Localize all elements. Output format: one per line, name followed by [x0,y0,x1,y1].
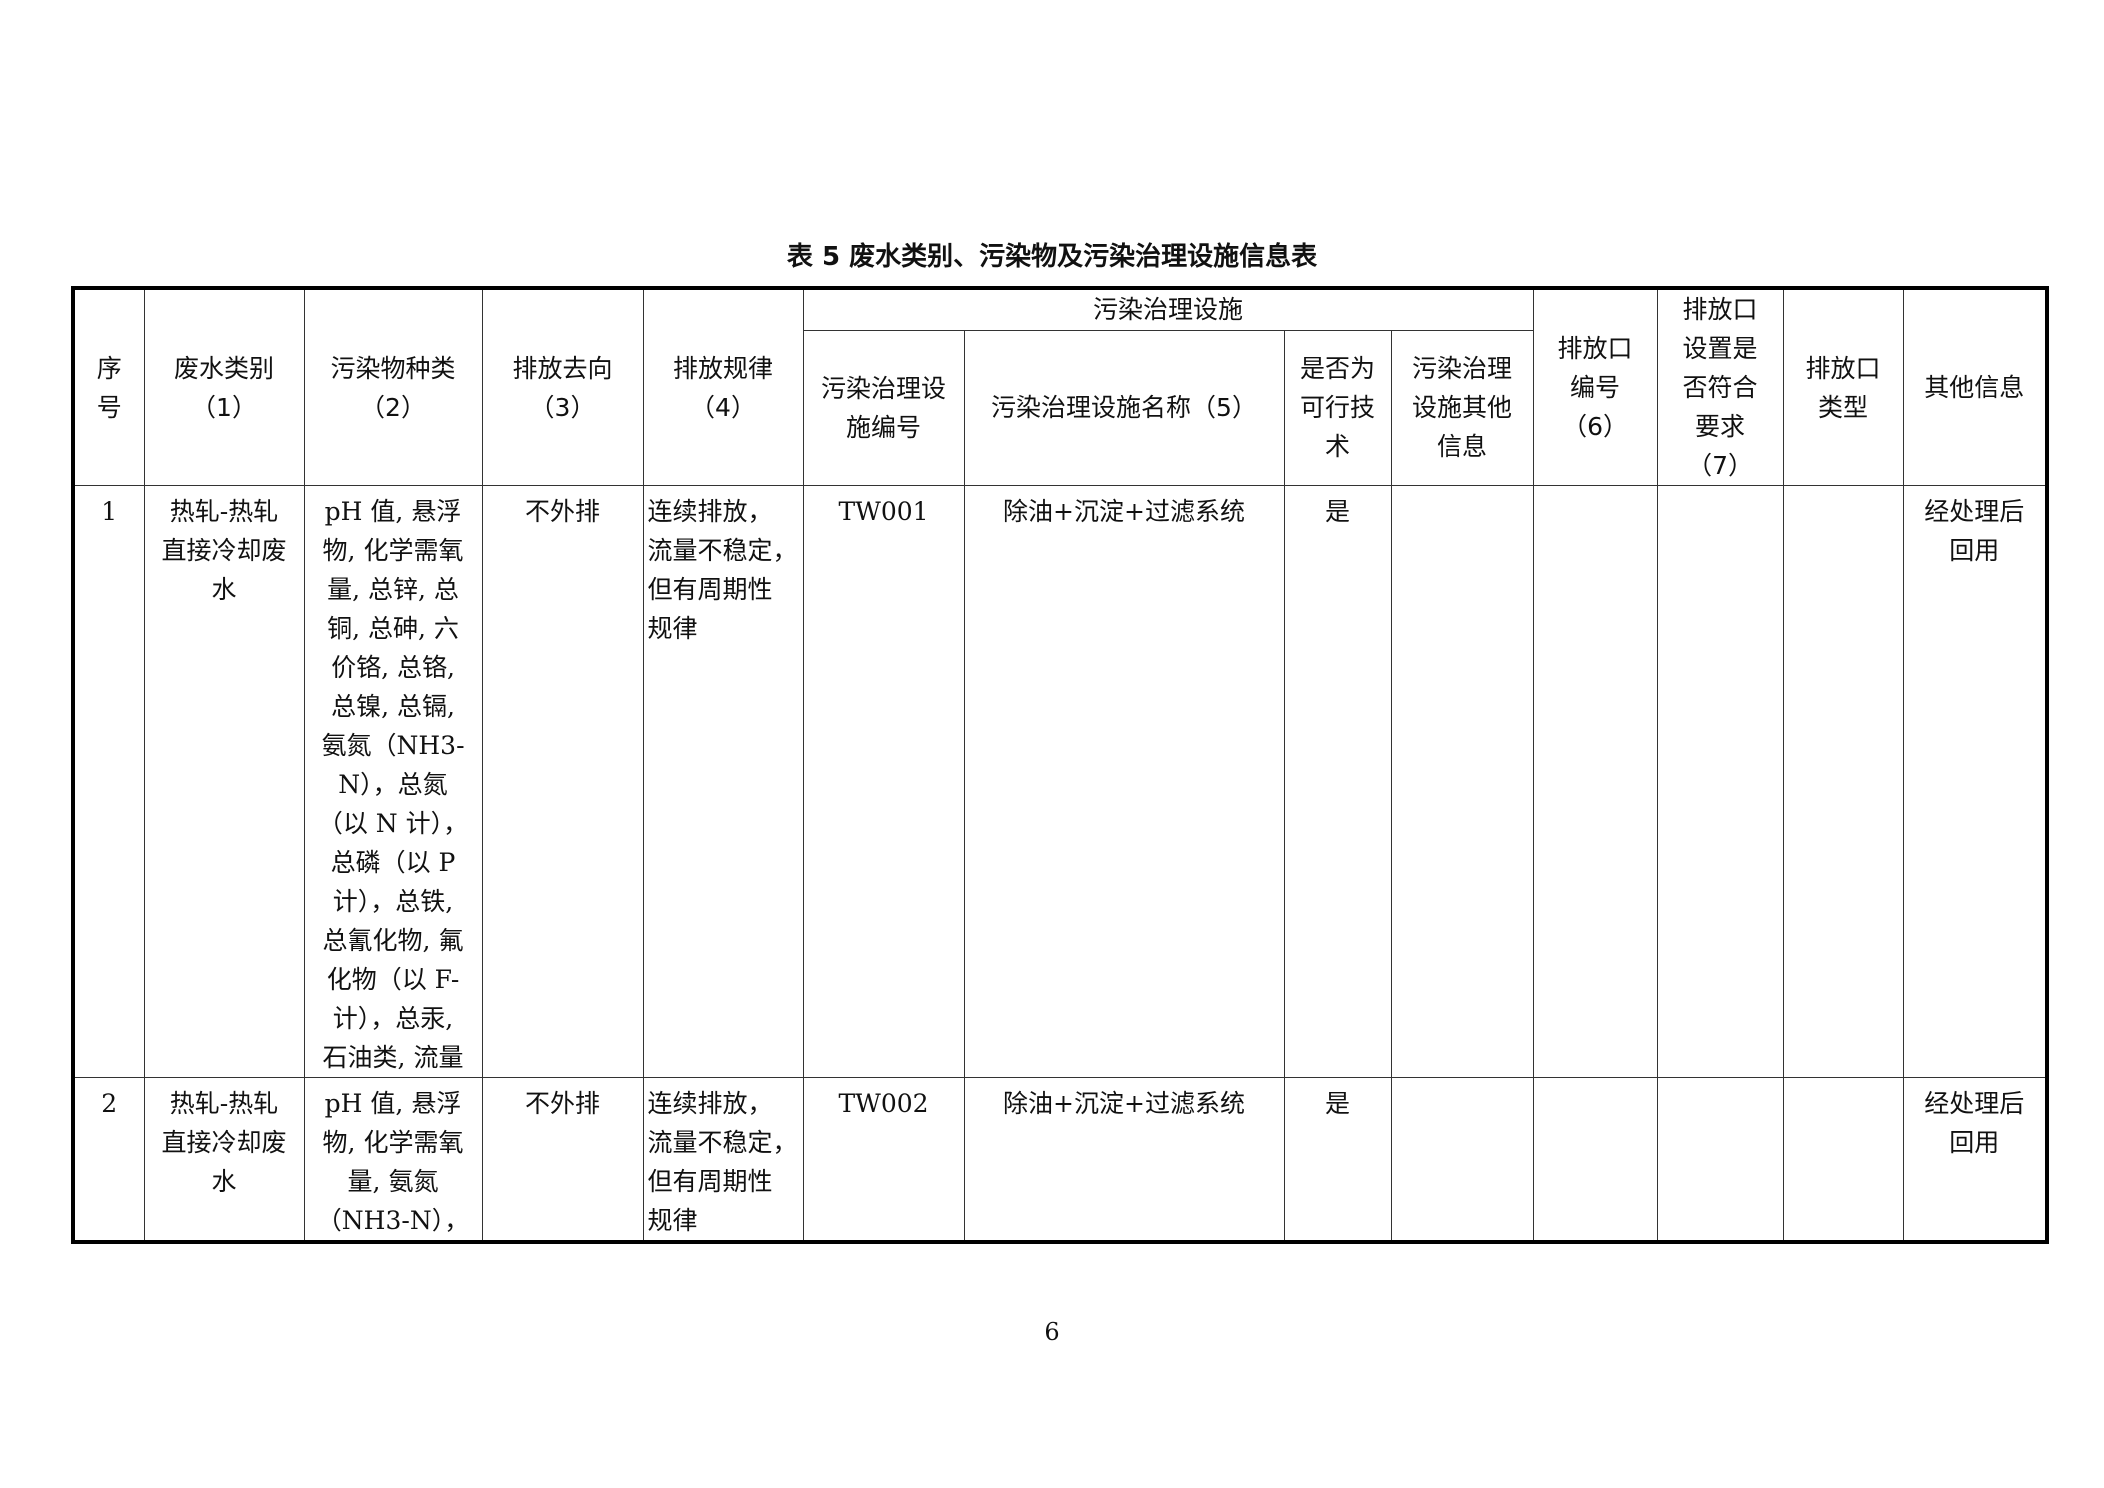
header-pollutant-type: 污染物种类 （2） [303,287,483,486]
cell-discharge-destination: 不外排 [481,485,644,1078]
wastewater-facility-table: 序 号 废水类别 （1） 污染物种类 （2） 排放去向 （3） 排放规律 （4）… [71,286,2050,1244]
header-discharge-destination: 排放去向 （3） [481,287,644,486]
header-facility-other: 污染治理 设施其他 信息 [1390,329,1534,487]
cell-wastewater-type: 热轧-热轧 直接冷却废 水 [143,485,305,1078]
cell-feasible: 是 [1283,1077,1392,1243]
header-discharge-pattern: 排放规律 （4） [642,287,804,486]
table-row: 1 热轧-热轧 直接冷却废 水 pH 值, 悬浮 物, 化学需氧 量, 总锌, … [72,485,2048,1078]
cell-seq: 2 [72,1077,145,1243]
header-other-info: 其他信息 [1902,287,2048,486]
cell-outlet-type [1782,1077,1904,1243]
cell-facility-other [1390,1077,1534,1243]
header-outlet-compliant: 排放口 设置是 否符合 要求 （7） [1656,287,1784,486]
cell-outlet-type [1782,485,1904,1078]
cell-facility-name: 除油+沉淀+过滤系统 [963,485,1285,1078]
header-facility-name: 污染治理设施名称（5） [963,329,1285,487]
table-row: 2 热轧-热轧 直接冷却废 水 pH 值, 悬浮 物, 化学需氧 量, 氨氮 （… [72,1077,2048,1243]
header-row-1: 序 号 废水类别 （1） 污染物种类 （2） 排放去向 （3） 排放规律 （4）… [72,287,2048,486]
header-facility-id: 污染治理设 施编号 [802,329,965,487]
cell-other-info: 经处理后 回用 [1902,1077,2048,1243]
cell-facility-name: 除油+沉淀+过滤系统 [963,1077,1285,1243]
page-number: 6 [1044,1318,1060,1346]
cell-facility-other [1390,485,1534,1078]
table-title: 表 5 废水类别、污染物及污染治理设施信息表 [786,242,1318,272]
cell-outlet-id [1532,485,1658,1078]
header-feasible: 是否为 可行技 术 [1283,329,1392,487]
cell-outlet-id [1532,1077,1658,1243]
header-facility-group: 污染治理设施 [802,287,1534,331]
cell-seq: 1 [72,485,145,1078]
header-row-2: 污染治理设 施编号 污染治理设施名称（5） 是否为 可行技 术 污染治理 设施其… [73,329,2047,487]
cell-discharge-pattern: 连续排放， 流量不稳定， 但有周期性 规律 [642,485,804,1078]
header-outlet-type: 排放口 类型 [1782,287,1904,486]
cell-discharge-pattern: 连续排放， 流量不稳定， 但有周期性 规律 [642,1077,804,1243]
cell-feasible: 是 [1283,485,1392,1078]
cell-other-info: 经处理后 回用 [1902,485,2048,1078]
cell-facility-id: TW001 [802,485,965,1078]
header-seq: 序 号 [72,287,145,486]
cell-pollutant-type: pH 值, 悬浮 物, 化学需氧 量, 氨氮 （NH3-N）， [303,1077,483,1243]
cell-outlet-compliant [1656,1077,1784,1243]
cell-wastewater-type: 热轧-热轧 直接冷却废 水 [143,1077,305,1243]
cell-outlet-compliant [1656,485,1784,1078]
cell-pollutant-type: pH 值, 悬浮 物, 化学需氧 量, 总锌, 总 铜, 总砷, 六 价铬, 总… [303,485,483,1078]
cell-facility-id: TW002 [802,1077,965,1243]
header-outlet-id: 排放口 编号 （6） [1532,287,1658,486]
cell-discharge-destination: 不外排 [481,1077,644,1243]
header-wastewater-type: 废水类别 （1） [143,287,305,486]
